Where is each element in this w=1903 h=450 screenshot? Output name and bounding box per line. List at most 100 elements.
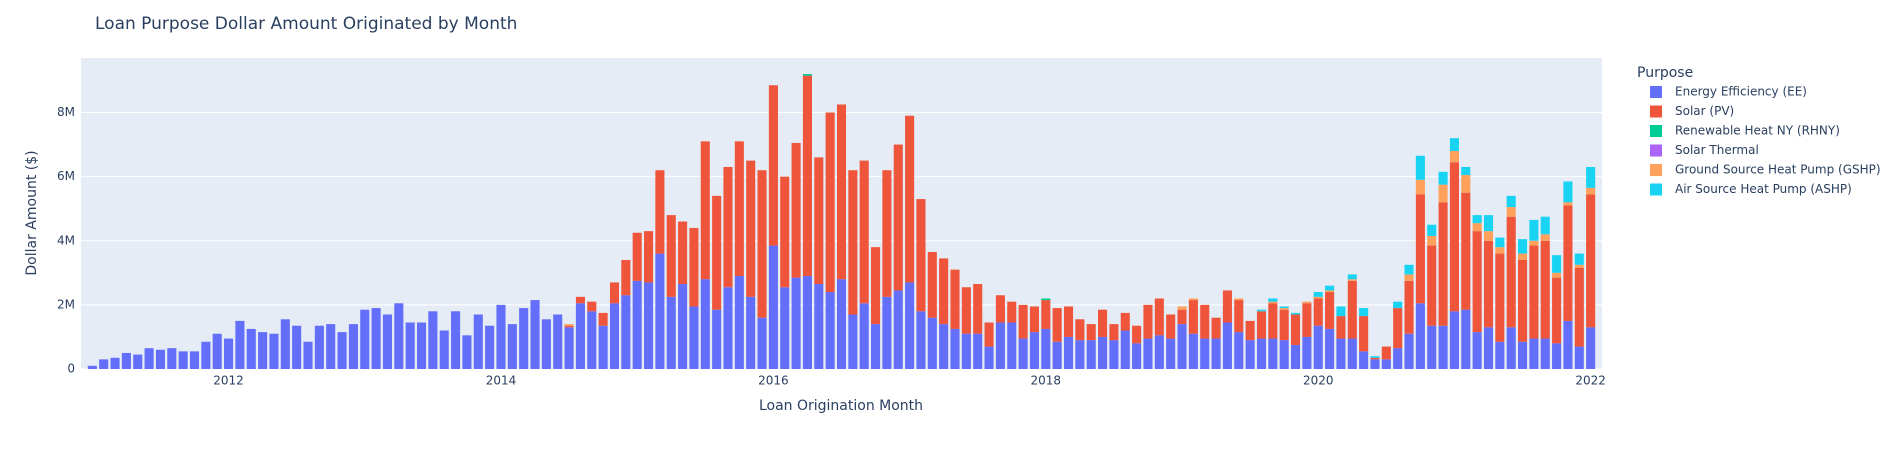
bar-segment [1415, 194, 1425, 304]
bar-segment [1325, 292, 1335, 329]
bar-segment [189, 351, 200, 369]
bar-segment [802, 74, 812, 76]
bar-segment [939, 258, 949, 325]
bar-segment [882, 296, 892, 369]
bar-segment [1143, 338, 1153, 369]
x-tick-label: 2022 [1575, 374, 1606, 388]
bar-segment [700, 279, 710, 369]
bar-segment [1506, 216, 1516, 328]
bar-segment [1495, 341, 1505, 369]
bar-segment [1586, 327, 1596, 369]
bar-segment [1438, 184, 1448, 203]
bar-segment [1086, 324, 1096, 341]
bar-segment [1098, 309, 1108, 337]
x-axis-title: Loan Origination Month [759, 398, 923, 414]
bar-segment [666, 215, 676, 297]
bar-segment [678, 221, 688, 285]
bar-segment [1472, 231, 1482, 333]
bar-segment [1166, 338, 1176, 369]
bar-segment [1347, 279, 1357, 281]
bar-segment [905, 115, 915, 283]
bar-segment [1540, 240, 1550, 339]
bar-segment [224, 338, 234, 369]
legend-swatch [1650, 164, 1662, 176]
bar-segment [1245, 340, 1255, 369]
bar-segment [1268, 298, 1278, 302]
bar-segment [723, 167, 733, 288]
bar-segment [643, 282, 654, 369]
bar-segment [1438, 171, 1448, 185]
bar-segment [1086, 340, 1096, 369]
bar-segment [1393, 308, 1403, 349]
bar-segment [246, 328, 256, 369]
bar-segment [1529, 240, 1539, 246]
bar-segment [1381, 359, 1391, 369]
bar-segment [1563, 320, 1573, 369]
bar-segment [916, 311, 926, 369]
bar-segment [1404, 333, 1414, 369]
bar-segment [609, 303, 620, 369]
legend-swatch [1650, 144, 1662, 157]
bar-segment [1154, 298, 1164, 336]
bar-segment [155, 349, 165, 369]
bar-segment [643, 231, 654, 283]
bar-segment [1313, 325, 1323, 369]
bar-segment [1483, 327, 1494, 369]
bar-segment [1449, 150, 1459, 163]
bar-segment [1359, 316, 1369, 352]
bar-segment [916, 199, 926, 312]
bar-segment [757, 170, 767, 318]
bar-segment [121, 352, 131, 369]
bar-segment [541, 319, 551, 369]
bar-segment [791, 142, 801, 278]
legend-title: Purpose [1637, 65, 1693, 81]
bar-segment [1472, 215, 1482, 224]
bar-segment [621, 295, 631, 369]
bar-segment [1540, 338, 1550, 369]
bar-segment [496, 304, 506, 369]
bar-segment [144, 348, 154, 369]
bar-segment [564, 327, 574, 369]
bar-segment [326, 324, 336, 369]
bar-segment [859, 160, 869, 304]
bar-segment [1290, 314, 1301, 345]
bar-segment [462, 335, 472, 369]
bar-segment [1518, 253, 1528, 260]
bar-segment [99, 359, 109, 369]
bar-segment [1404, 280, 1414, 334]
bar-segment [1132, 325, 1142, 344]
bar-segment [1007, 322, 1017, 369]
legend-label: Ground Source Heat Pump (GSHP) [1675, 163, 1881, 177]
y-axis-title: Dollar Amount ($) [24, 150, 40, 275]
bar-segment [1449, 138, 1459, 151]
bar-segment [1370, 356, 1380, 358]
bar-segment [1381, 346, 1391, 360]
bar-segment [825, 112, 835, 293]
bar-segment [1222, 290, 1232, 323]
bar-segment [519, 308, 529, 369]
bar-segment [814, 284, 824, 369]
bar-segment [1200, 338, 1210, 369]
bar-segment [1495, 253, 1505, 342]
bar-segment [1586, 187, 1596, 195]
bar-segment [666, 296, 676, 369]
bar-segment [1586, 167, 1596, 188]
bar-segment [1506, 207, 1516, 217]
y-tick-label: 2M [57, 297, 75, 311]
bar-segment [1188, 333, 1198, 369]
bar-segment [1529, 338, 1539, 369]
bar-segment [973, 333, 983, 369]
bar-segment [802, 75, 812, 277]
bar-segment [1211, 338, 1221, 369]
legend-swatch [1650, 125, 1662, 137]
bar-segment [973, 284, 983, 334]
bar-segment [405, 322, 415, 369]
bar-segment [757, 317, 767, 369]
bar-segment [1449, 162, 1459, 312]
bar-segment [1518, 341, 1528, 369]
bar-segment [1552, 272, 1562, 278]
bar-segment [1200, 304, 1210, 339]
bar-segment [1495, 237, 1505, 248]
bar-segment [871, 247, 881, 325]
